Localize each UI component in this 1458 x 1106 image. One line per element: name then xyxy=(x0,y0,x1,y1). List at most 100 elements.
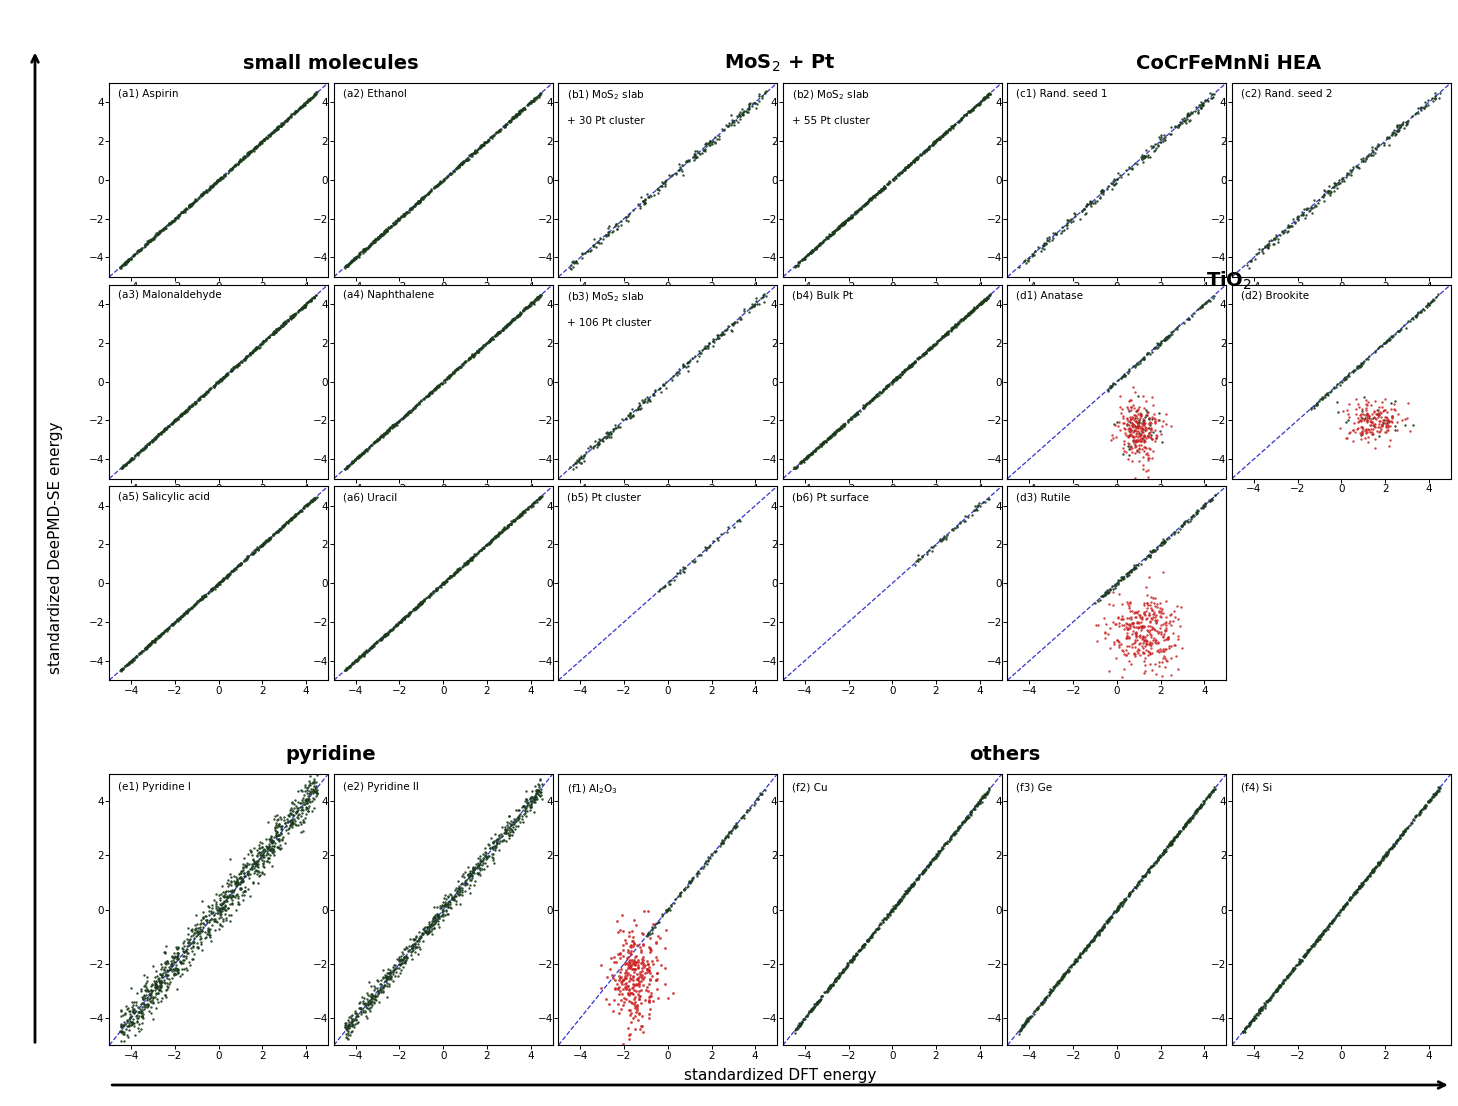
Point xyxy=(453,555,477,573)
Point xyxy=(1120,444,1143,461)
Point xyxy=(443,362,467,379)
Point xyxy=(821,223,844,241)
Point xyxy=(359,234,382,252)
Point xyxy=(1077,936,1101,953)
Point xyxy=(818,226,841,243)
Point xyxy=(621,953,644,971)
Point xyxy=(111,1022,134,1040)
Point xyxy=(1131,349,1155,367)
Point xyxy=(1366,422,1389,440)
Point xyxy=(125,647,149,665)
Point xyxy=(125,1006,149,1024)
Point xyxy=(904,352,927,369)
Point xyxy=(851,940,875,958)
Point xyxy=(134,985,157,1003)
Point xyxy=(356,440,379,458)
Point xyxy=(1051,966,1075,983)
Point xyxy=(522,790,545,807)
Point xyxy=(429,898,452,916)
Point xyxy=(1354,869,1378,887)
Point xyxy=(1117,620,1140,638)
Point xyxy=(276,811,299,828)
Point xyxy=(1108,898,1131,916)
Point xyxy=(252,858,276,876)
Point xyxy=(439,165,462,182)
Point xyxy=(430,574,453,592)
Point xyxy=(1130,419,1153,437)
Point xyxy=(286,102,309,119)
Point xyxy=(340,1013,363,1031)
Point xyxy=(1094,623,1117,640)
Point xyxy=(722,817,745,835)
Point xyxy=(125,243,149,261)
Point xyxy=(208,902,232,920)
Point xyxy=(1025,1001,1048,1019)
Point xyxy=(497,807,521,825)
Point xyxy=(338,456,362,473)
Point xyxy=(452,153,475,170)
Point xyxy=(153,421,176,439)
Point xyxy=(628,988,652,1005)
Point xyxy=(230,873,254,890)
Point xyxy=(653,975,677,993)
Point xyxy=(1190,98,1213,116)
Point xyxy=(935,835,958,853)
Point xyxy=(732,806,755,824)
Point xyxy=(512,502,535,520)
Point xyxy=(124,1006,147,1024)
Point xyxy=(232,865,255,883)
Point xyxy=(1064,952,1088,970)
Point xyxy=(372,426,395,444)
Point xyxy=(373,626,397,644)
Point xyxy=(490,827,513,845)
Point xyxy=(190,588,213,606)
Point xyxy=(360,436,383,453)
Point xyxy=(939,321,962,338)
Point xyxy=(609,973,633,991)
Point xyxy=(225,886,248,904)
Point xyxy=(160,962,184,980)
Point xyxy=(141,429,165,447)
Point xyxy=(443,564,467,582)
Point xyxy=(392,205,416,222)
Point xyxy=(608,945,631,962)
Point xyxy=(424,910,448,928)
Point xyxy=(1140,430,1163,448)
Point xyxy=(456,552,480,570)
Point xyxy=(383,616,407,634)
Point xyxy=(1347,357,1371,375)
Point xyxy=(1363,415,1387,432)
Point xyxy=(357,438,381,456)
Point xyxy=(1075,941,1098,959)
Point xyxy=(1168,825,1191,843)
Point xyxy=(120,449,143,467)
Point xyxy=(614,978,637,995)
Point xyxy=(579,242,602,260)
Point xyxy=(178,197,201,215)
Point xyxy=(472,847,496,865)
Point xyxy=(334,1014,357,1032)
Point xyxy=(474,849,497,867)
Point xyxy=(1187,96,1210,114)
Point xyxy=(273,314,296,332)
Point xyxy=(182,938,206,956)
Point xyxy=(528,88,551,106)
Point xyxy=(147,978,171,995)
Point xyxy=(408,394,432,411)
Point xyxy=(1366,854,1389,872)
Point xyxy=(181,598,204,616)
Point xyxy=(1404,309,1427,326)
Point xyxy=(385,414,408,431)
Point xyxy=(849,403,872,420)
Point xyxy=(955,106,978,124)
Point xyxy=(1180,810,1203,827)
Point xyxy=(206,576,229,594)
Point xyxy=(133,641,156,659)
Point xyxy=(487,524,510,542)
Point xyxy=(1123,556,1146,574)
Point xyxy=(1394,822,1417,839)
Point xyxy=(381,966,404,983)
Point xyxy=(882,371,905,388)
Point xyxy=(203,377,226,395)
Point xyxy=(1410,803,1433,821)
